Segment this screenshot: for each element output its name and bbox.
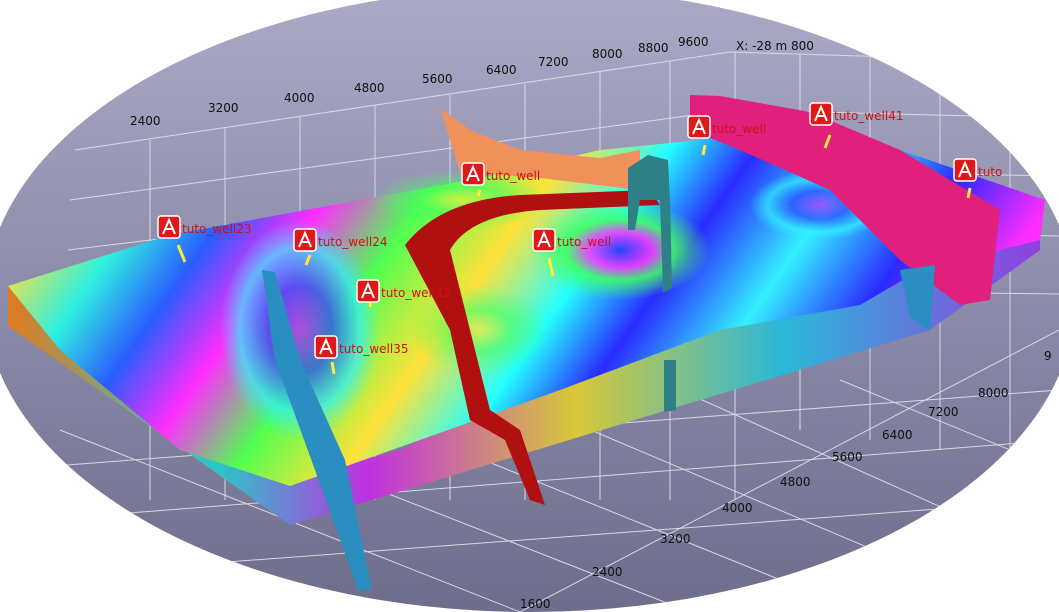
well-glyph-icon (162, 217, 176, 235)
well-glyph-icon (298, 230, 312, 248)
well-5[interactable]: tuto_well23 (157, 215, 252, 239)
well-4[interactable]: tuto (953, 158, 1002, 182)
fault-surface-teal[interactable] (628, 155, 672, 292)
well-label: tuto_well24 (318, 235, 388, 249)
well-glyph-icon (361, 281, 375, 299)
axis-tick-label: 9 (1044, 349, 1052, 363)
well-stick (476, 189, 482, 197)
well-stick (176, 244, 187, 263)
axis-tick-label: 3200 (660, 532, 691, 546)
well-stick (330, 361, 336, 375)
well-stick (547, 257, 555, 277)
top-axis-ticks: 2400 3200 4000 4800 5600 6400 7200 8000 8800 9600 (130, 35, 709, 128)
well-3[interactable]: tuto_well (461, 162, 540, 186)
axis-tick-label: 9600 (678, 35, 709, 49)
well-label: tuto_well (486, 169, 540, 183)
surface-swirl (220, 220, 380, 440)
axis-tick-label: 6400 (882, 428, 913, 442)
axis-tick-label: 7200 (538, 55, 569, 69)
coordinate-readout: X: -28 m 800 (736, 39, 814, 53)
well-glyph-icon (319, 337, 333, 355)
axis-tick-label: 5600 (422, 72, 453, 86)
well-6[interactable]: tuto_well24 (293, 228, 388, 252)
right-axis-ticks: 1600 2400 3200 4000 4800 5600 6400 7200 8000 9 (520, 349, 1052, 611)
well-9[interactable]: tuto_well35 (314, 335, 409, 359)
well-sticks (176, 134, 972, 375)
well-label: tuto_well (712, 122, 766, 136)
well-2[interactable]: tuto_well (687, 115, 766, 139)
axis-tick-label: 3200 (208, 101, 239, 115)
fault-surface-teal[interactable] (664, 360, 676, 412)
well-stick (823, 134, 832, 149)
fault-surface-blue[interactable] (262, 270, 372, 590)
well-glyph-icon (466, 164, 480, 182)
surface-swirl (530, 200, 710, 300)
well-glyph-icon (814, 104, 828, 122)
fault-surface-red[interactable] (405, 190, 660, 505)
axis-tick-label: 7200 (928, 405, 959, 419)
axis-tick-label: 1600 (520, 597, 551, 611)
fault-surface-orange[interactable] (440, 108, 640, 190)
axis-tick-label: 4000 (722, 501, 753, 515)
axis-tick-label: 2400 (592, 565, 623, 579)
well-label: tuto_well41 (834, 109, 904, 123)
axis-tick-label: 6400 (486, 63, 517, 77)
well-label: tuto (978, 165, 1002, 179)
well-glyph-icon (958, 160, 972, 178)
axis-tick-label: 4800 (354, 81, 385, 95)
fault-surface-blue[interactable] (900, 265, 935, 330)
axis-tick-label: 4000 (284, 91, 315, 105)
axis-tick-label: 8800 (638, 41, 669, 55)
well-label: tuto_well35 (339, 342, 409, 356)
well-label: tuto_well42 (381, 286, 451, 300)
axis-tick-label: 2400 (130, 114, 161, 128)
well-stick (304, 254, 312, 266)
well-glyph-icon (692, 117, 706, 135)
axis-tick-label: 4800 (780, 475, 811, 489)
axis-tick-label: 8000 (592, 47, 623, 61)
well-7[interactable]: tuto_well (532, 228, 611, 252)
axis-tick-label: 8000 (978, 386, 1009, 400)
well-label: tuto_well23 (182, 222, 252, 236)
well-glyph-icon (537, 230, 551, 248)
well-8[interactable]: tuto_well42 (356, 279, 451, 303)
axis-tick-label: 5600 (832, 450, 863, 464)
fault-surface-magenta[interactable] (690, 95, 1000, 305)
well-stick (701, 144, 707, 156)
well-label: tuto_well (557, 235, 611, 249)
well-1[interactable]: tuto_well41 (809, 102, 904, 126)
well-stick (966, 187, 972, 199)
